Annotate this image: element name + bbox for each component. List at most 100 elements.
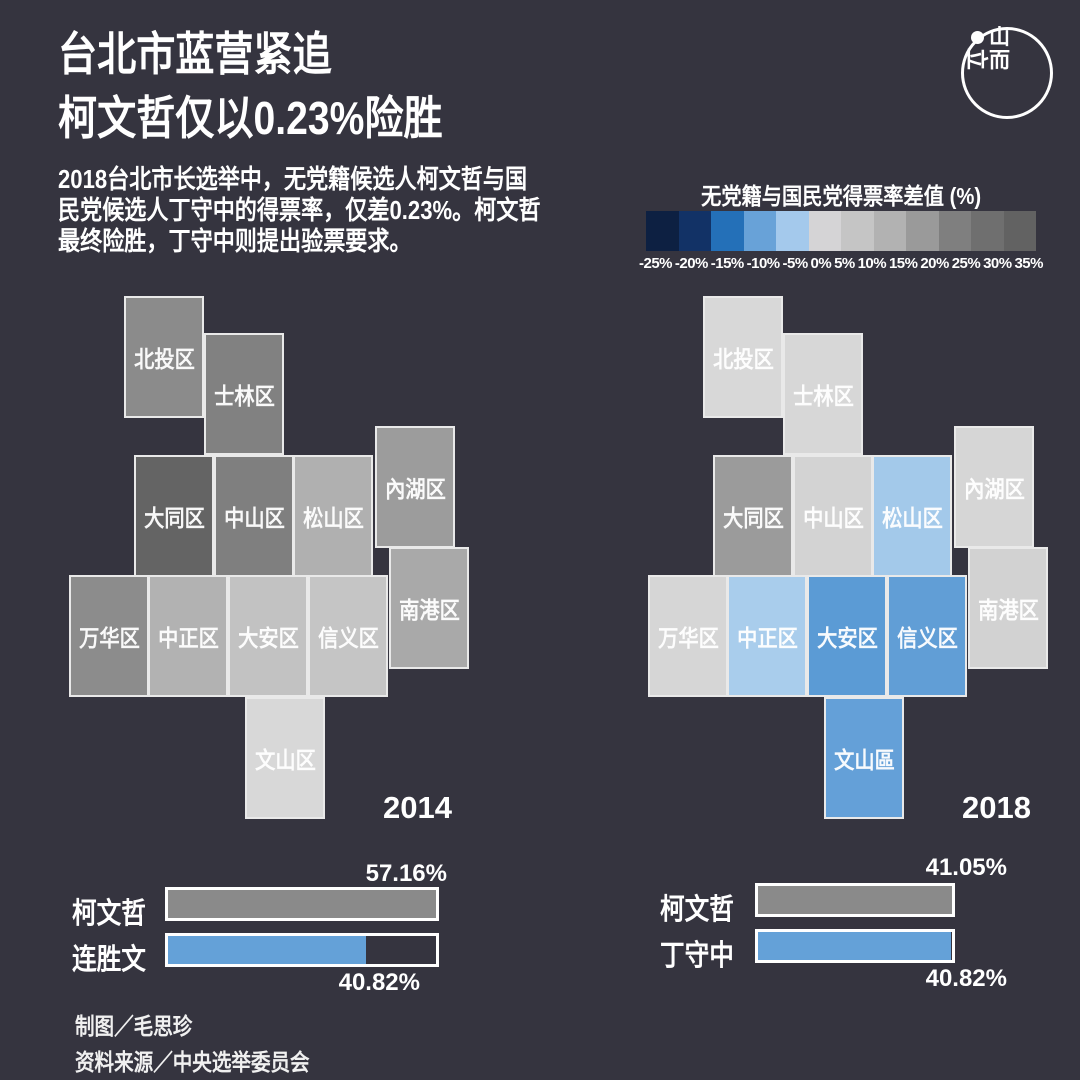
district-label: 文山区: [254, 747, 316, 773]
bar-track: [165, 933, 439, 967]
legend-tick: -10%: [746, 255, 781, 272]
district-tile: 北投区: [124, 296, 204, 418]
district-tile: 万华区: [648, 575, 728, 697]
district-tile: 中山区: [793, 455, 873, 577]
district-tile: 南港区: [389, 547, 469, 669]
logo-ring-icon: [961, 27, 1053, 119]
legend-tick: -15%: [710, 255, 745, 272]
district-label: 南港区: [977, 597, 1039, 623]
credit-author: 制图／毛思珍: [75, 1013, 193, 1039]
district-label: 大安区: [816, 625, 878, 651]
page-title-line1: 台北市蓝营紧追: [58, 28, 332, 80]
map-year-label: 2018: [962, 790, 1031, 825]
bar-fill: [758, 932, 951, 960]
logo-dot-icon: [971, 31, 984, 44]
district-label: 信义区: [317, 625, 379, 651]
legend-tick: -5%: [782, 255, 809, 272]
district-label: 士林区: [792, 383, 854, 409]
legend-tick: 10%: [857, 255, 887, 272]
candidate-name: 丁守中: [660, 940, 734, 972]
district-label: 中正区: [736, 625, 798, 651]
district-label: 士林区: [213, 383, 275, 409]
district-label: 文山區: [833, 747, 895, 773]
legend-color-cell: [776, 211, 809, 251]
legend-tick: 35%: [1014, 255, 1043, 272]
district-tile: 大安区: [807, 575, 887, 697]
bar-fill: [168, 890, 436, 918]
bar-track: [755, 929, 955, 963]
credits: 制图／毛思珍 资料来源／中央选举委员会: [75, 1008, 351, 1080]
district-label: 万华区: [78, 625, 140, 651]
district-label: 松山区: [302, 505, 364, 531]
legend-color-cell: [938, 211, 971, 251]
bar-value-label: 40.82%: [925, 965, 1007, 992]
legend-color-cell: [743, 211, 776, 251]
legend-color-cell: [646, 211, 679, 251]
district-tile: 大同区: [713, 455, 793, 577]
district-tile: 松山区: [293, 455, 373, 577]
district-label: 信义区: [896, 625, 958, 651]
district-label: 松山区: [881, 505, 943, 531]
page-title: 台北市蓝营紧追 柯文哲仅以0.23%险胜: [58, 22, 510, 150]
district-tile: 內湖区: [375, 426, 455, 548]
legend-tick: -20%: [674, 255, 709, 272]
district-tile: 文山区: [245, 697, 325, 819]
district-label: 大同区: [143, 505, 205, 531]
district-tile: 大安区: [228, 575, 308, 697]
district-tile: 北投区: [703, 296, 783, 418]
district-label: 內湖区: [963, 476, 1025, 502]
intro-line: 最终险胜，丁守中则提出验票要求。: [58, 226, 412, 256]
legend-tick: -25%: [639, 255, 673, 272]
bar-chart-2018: 41.05% 柯文哲 丁守中 40.82%: [639, 854, 1059, 1005]
legend-color-cell: [971, 211, 1004, 251]
district-tile: 內湖区: [954, 426, 1034, 548]
initium-logo: 山 而 立: [961, 27, 1053, 119]
intro-line: 民党候选人丁守中的得票率，仅差0.23%。柯文哲: [58, 195, 541, 225]
legend-color-cell: [906, 211, 939, 251]
district-tile: 信义区: [887, 575, 967, 697]
district-label: 北投区: [133, 346, 195, 372]
map-year-label: 2014: [383, 790, 452, 825]
credit-source: 资料来源／中央选举委员会: [75, 1049, 310, 1075]
legend-color-cell: [1003, 211, 1036, 251]
district-tile: 中正区: [148, 575, 228, 697]
bar-value-label: 41.05%: [925, 854, 1007, 881]
legend-color-scale: [646, 211, 1036, 251]
district-tile: 士林区: [783, 333, 863, 455]
legend-color-cell: [808, 211, 841, 251]
intro-line: 2018台北市长选举中，无党籍候选人柯文哲与国: [58, 164, 528, 194]
district-tile: 中正区: [727, 575, 807, 697]
bar-fill: [168, 936, 367, 964]
bar-value-label: 57.16%: [365, 860, 447, 887]
district-label: 万华区: [657, 625, 719, 651]
intro-paragraph: 2018台北市长选举中，无党籍候选人柯文哲与国 民党候选人丁守中的得票率，仅差0…: [58, 164, 626, 257]
bar-value-label: 40.82%: [338, 969, 420, 996]
district-tile: 信义区: [308, 575, 388, 697]
page-title-line2: 柯文哲仅以0.23%险胜: [58, 92, 443, 144]
logo-glyph-top: 山: [989, 26, 1010, 49]
bar-track: [165, 887, 439, 921]
logo-glyph-left: 立: [964, 47, 990, 71]
bar-chart-2014: 57.16% 柯文哲 连胜文 40.82%: [60, 855, 480, 1005]
candidate-name: 柯文哲: [72, 898, 146, 930]
legend-tick: 30%: [983, 255, 1012, 272]
district-label: 中正区: [157, 625, 219, 651]
legend-tick: 20%: [920, 255, 949, 272]
legend-title: 无党籍与国民党得票率差值 (%): [700, 183, 981, 209]
district-label: 大同区: [722, 505, 784, 531]
candidate-name: 柯文哲: [660, 894, 734, 926]
tile-map-2018: 2018 北投区 士林区內湖区大同区 中山区 松山区万华区 中正区 大安区 信义区 南港区文山…: [639, 290, 1059, 835]
bar-track: [755, 883, 955, 917]
legend-tick-labels: -25% -20% -15% -10% -5% 0% 5% 10% 15% 20% 25% 30% 35…: [639, 255, 1043, 272]
district-tile: 士林区: [204, 333, 284, 455]
legend-tick: 0%: [810, 255, 832, 272]
district-tile: 文山區: [824, 697, 904, 819]
tile-map-2014: 2014 北投区 士林区 內湖区 大同区 中山区 松山区 万华区 中正区 大安区 信义区 南港区 文山…: [60, 290, 480, 835]
legend-tick: 15%: [888, 255, 918, 272]
legend-color-cell: [711, 211, 744, 251]
district-tile: 大同区: [134, 455, 214, 577]
district-tile: 万华区: [69, 575, 149, 697]
district-label: 內湖区: [384, 476, 446, 502]
district-label: 大安区: [237, 625, 299, 651]
